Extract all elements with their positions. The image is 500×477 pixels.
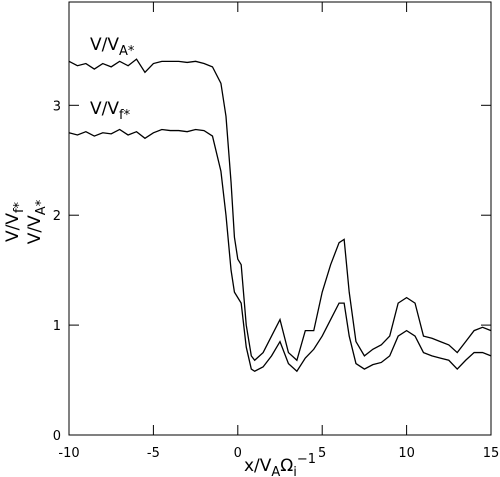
x-label-sub2: i <box>293 465 297 477</box>
x-axis-label: x/VAΩi−1 <box>244 452 316 477</box>
annotation-main: V/V <box>90 99 119 119</box>
plot-frame <box>68 1 492 436</box>
x-label-sub: A <box>271 465 280 477</box>
x-label-sup: −1 <box>297 452 316 467</box>
x-tick-label: 5 <box>318 446 326 461</box>
y-tick-label: 0 <box>53 429 61 444</box>
y-axis-label: V/Vf* <box>3 201 27 242</box>
x-label-main: x/V <box>244 456 272 476</box>
x-label-omega: Ω <box>280 456 293 476</box>
annotation-sub: A* <box>119 44 135 59</box>
annotation: V/VA* <box>90 35 135 59</box>
annotation: V/Vf* <box>90 99 131 123</box>
data-line <box>68 58 492 362</box>
y-tick-label: 2 <box>53 209 61 224</box>
data-line <box>68 128 492 373</box>
x-tick-label: -10 <box>58 446 79 461</box>
x-tick-label: 15 <box>483 446 500 461</box>
x-tick-label: -5 <box>147 446 160 461</box>
y-axis-label-sub: A* <box>34 199 49 215</box>
y-axis-label-sub: f* <box>12 201 27 213</box>
y-tick-label: 1 <box>53 319 61 334</box>
annotation-main: V/V <box>90 35 119 55</box>
y-axis-label-main: V/V <box>25 215 45 244</box>
y-tick-label: 3 <box>53 99 61 114</box>
y-axis-label-main: V/V <box>3 213 23 242</box>
x-tick-label: 0 <box>234 446 242 461</box>
x-tick-label: 10 <box>398 446 415 461</box>
annotation-sub: f* <box>119 108 131 123</box>
y-axis-label: V/VA* <box>25 199 49 244</box>
